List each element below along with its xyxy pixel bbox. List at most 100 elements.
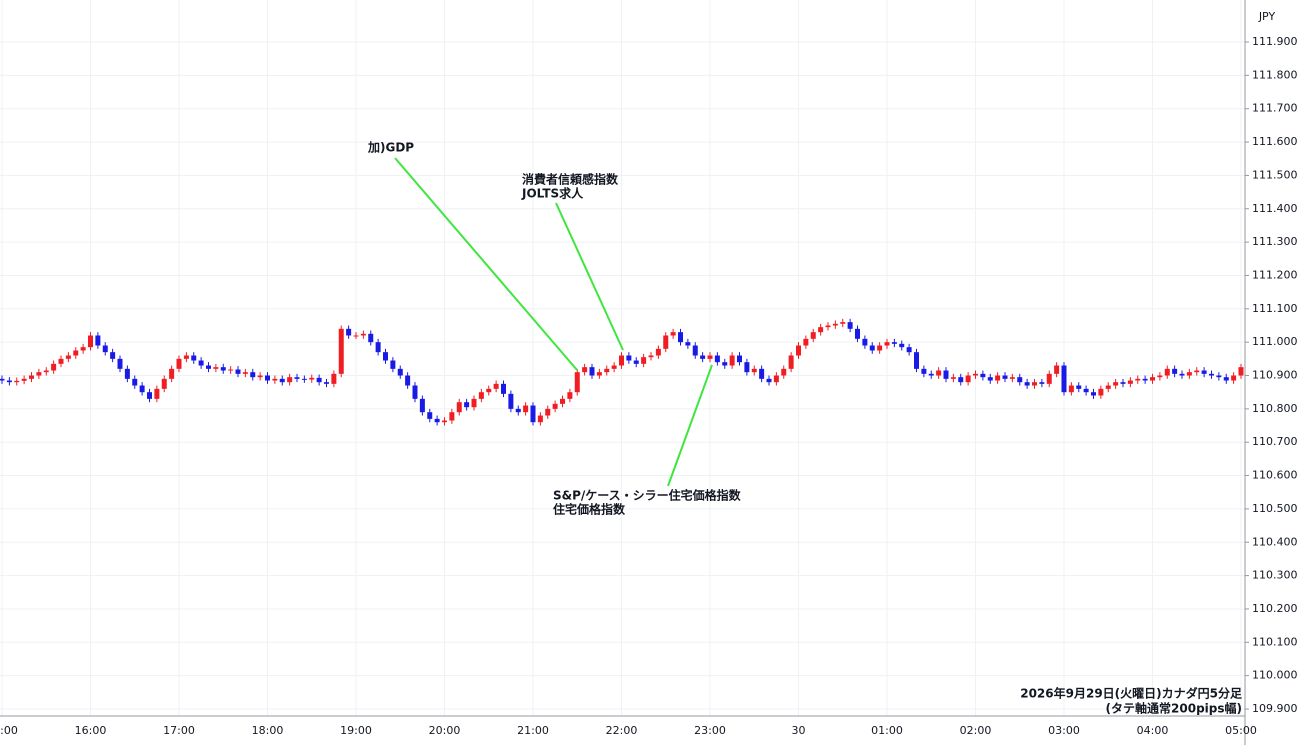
y-tick-label: 111.500 bbox=[1252, 168, 1298, 181]
candle-body bbox=[1142, 378, 1148, 381]
candle-body bbox=[272, 378, 278, 381]
annotation-text: S&P/ケース・シラー住宅価格指数 bbox=[553, 488, 742, 503]
y-tick-label: 111.800 bbox=[1252, 68, 1298, 81]
candle-body bbox=[1172, 368, 1178, 374]
candle-body bbox=[744, 362, 750, 373]
candle-body bbox=[663, 335, 669, 349]
candle-body bbox=[1120, 382, 1126, 384]
candle-body bbox=[766, 378, 772, 383]
candle-body bbox=[1194, 370, 1200, 373]
candle-body bbox=[176, 358, 182, 369]
caption: 2026年9月29日(火曜日)カナダ円5分足 bbox=[1020, 686, 1242, 701]
candle-body bbox=[567, 392, 573, 399]
candle-body bbox=[161, 378, 167, 389]
candle-body bbox=[43, 370, 49, 373]
y-tick-label: 111.000 bbox=[1252, 335, 1298, 348]
candle-body bbox=[1032, 382, 1037, 386]
candle-body bbox=[552, 403, 558, 409]
caption: (タテ軸通常200pips幅) bbox=[1106, 701, 1242, 716]
candle-body bbox=[1068, 385, 1074, 393]
y-tick-label: 111.900 bbox=[1252, 35, 1298, 48]
candle-body bbox=[1098, 388, 1104, 396]
candle-body bbox=[626, 355, 632, 361]
y-tick-label: 110.600 bbox=[1252, 469, 1298, 482]
candle-body bbox=[360, 333, 366, 336]
candle-body bbox=[183, 355, 189, 359]
x-tick-label: 18:00 bbox=[252, 724, 284, 737]
candle-body bbox=[1054, 365, 1060, 374]
candle-body bbox=[456, 402, 462, 413]
candle-body bbox=[95, 335, 101, 346]
candle-body bbox=[397, 368, 403, 376]
y-tick-label: 111.100 bbox=[1252, 302, 1298, 315]
candle-body bbox=[678, 332, 683, 343]
candle-body bbox=[1164, 368, 1170, 376]
x-tick-label: 16:00 bbox=[75, 724, 107, 737]
candle-body bbox=[611, 365, 617, 369]
x-tick-label: 23:00 bbox=[694, 724, 726, 737]
candle-body bbox=[1209, 373, 1214, 376]
candle-body bbox=[655, 348, 661, 356]
candle-body bbox=[545, 408, 551, 416]
y-tick-label: 111.600 bbox=[1252, 135, 1298, 148]
candle-body bbox=[1039, 382, 1045, 384]
annotation-line bbox=[667, 364, 713, 487]
candle-body bbox=[1009, 377, 1015, 379]
annotation-text: 加)GDP bbox=[367, 140, 414, 155]
candles bbox=[0, 318, 1244, 426]
candle-body bbox=[670, 332, 676, 336]
candle-body bbox=[1179, 373, 1185, 376]
candle-body bbox=[1113, 382, 1119, 386]
candle-body bbox=[1061, 365, 1067, 393]
candle-body bbox=[788, 355, 794, 369]
candle-body bbox=[29, 375, 34, 379]
candle-body bbox=[773, 375, 779, 383]
candle-body bbox=[1157, 375, 1163, 378]
candle-body bbox=[980, 373, 986, 378]
x-tick-label: 03:00 bbox=[1048, 724, 1080, 737]
candle-body bbox=[390, 360, 396, 369]
candle-body bbox=[442, 420, 447, 423]
candle-body bbox=[80, 347, 86, 351]
candle-body bbox=[265, 375, 270, 381]
candle-body bbox=[257, 375, 263, 378]
candle-body bbox=[235, 369, 241, 374]
candle-body bbox=[0, 378, 5, 381]
candle-body bbox=[515, 408, 521, 413]
candle-body bbox=[250, 372, 256, 378]
candle-body bbox=[139, 385, 145, 393]
axis-title: JPY bbox=[1258, 10, 1276, 23]
candle-body bbox=[6, 380, 12, 383]
candle-body bbox=[434, 418, 440, 423]
candle-body bbox=[906, 347, 912, 353]
candle-body bbox=[965, 375, 971, 383]
candle-body bbox=[368, 333, 374, 343]
candle-body bbox=[316, 377, 322, 383]
candle-body bbox=[486, 388, 492, 393]
candle-body bbox=[279, 378, 285, 383]
grid bbox=[0, 0, 1245, 716]
candle-body bbox=[685, 342, 691, 346]
candle-body bbox=[560, 398, 565, 404]
y-tick-label: 111.200 bbox=[1252, 268, 1298, 281]
candle-body bbox=[346, 328, 352, 336]
annotation-text: 消費者信頼感指数 bbox=[522, 172, 619, 187]
candle-body bbox=[287, 377, 293, 383]
candle-body bbox=[65, 355, 71, 359]
candle-body bbox=[714, 355, 720, 363]
candle-body bbox=[589, 367, 595, 376]
candle-body bbox=[228, 369, 234, 371]
candle-body bbox=[523, 405, 529, 413]
candle-body bbox=[884, 342, 890, 346]
candle-body bbox=[928, 373, 934, 376]
candle-body bbox=[796, 345, 801, 356]
candle-body bbox=[338, 328, 344, 374]
candle-body bbox=[301, 378, 307, 380]
x-tick-label: 01:00 bbox=[871, 724, 903, 737]
y-tick-label: 110.800 bbox=[1252, 402, 1298, 415]
y-tick-label: 111.300 bbox=[1252, 235, 1298, 248]
x-tick-label: 21:00 bbox=[517, 724, 549, 737]
y-tick-label: 110.900 bbox=[1252, 369, 1298, 382]
